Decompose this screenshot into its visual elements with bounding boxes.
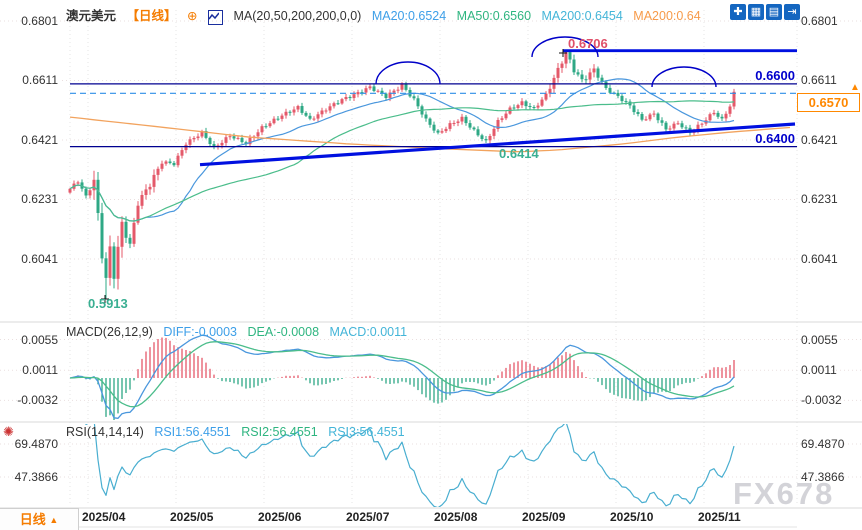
rsi-legend: RSI(14,14,14) RSI1:56.4551 RSI2:56.4551 … — [66, 425, 412, 439]
move-icon[interactable]: ✚ — [730, 4, 746, 20]
svg-text:0.6706: 0.6706 — [568, 36, 608, 51]
tab-daily-timeframe[interactable]: 日线 ▲ — [0, 508, 79, 530]
svg-text:0.6600: 0.6600 — [755, 68, 795, 83]
indicator-panel-icon[interactable]: ▤ — [766, 4, 782, 20]
macd-hist-value: MACD:0.0011 — [329, 325, 408, 339]
tab-daily-label: 日线 — [19, 512, 46, 527]
current-price-tag: 0.6570 — [797, 93, 860, 112]
ma-chart-icon[interactable] — [207, 10, 223, 25]
rsi1-value: RSI1:56.4551 — [154, 425, 231, 439]
macd-diff-value: DIFF:-0.0003 — [163, 325, 237, 339]
rsi-title[interactable]: RSI(14,14,14) — [66, 425, 144, 439]
price-alert-icon: ▲ — [850, 82, 860, 93]
fx678-watermark: FX678 — [733, 476, 835, 511]
ma20-value: MA20:0.6524 — [371, 9, 447, 23]
timeframe-label[interactable]: 【日线】 — [126, 9, 177, 23]
svg-text:0.5913: 0.5913 — [88, 296, 128, 311]
chart-toolbar: ✚ ▦ ▤ ⇥ — [730, 4, 800, 20]
macd-dea-value: DEA:-0.0008 — [247, 325, 320, 339]
tab-arrow-icon: ▲ — [49, 515, 59, 525]
symbol-title: 澳元美元 — [66, 9, 117, 23]
svg-text:0.6400: 0.6400 — [755, 131, 795, 146]
ma200-value: MA200:0.6454 — [541, 9, 623, 23]
exit-fullscreen-icon[interactable]: ⇥ — [784, 4, 800, 20]
ma50-value: MA50:0.6560 — [456, 9, 532, 23]
live-indicator-icon[interactable]: ✺ — [3, 424, 14, 439]
ma-settings-label[interactable]: MA(20,50,200,200,0,0) — [233, 9, 362, 23]
macd-legend: MACD(26,12,9) DIFF:-0.0003 DEA:-0.0008 M… — [66, 325, 414, 339]
ma200b-value: MA200:0.64 — [633, 9, 701, 23]
main-legend: 澳元美元 【日线】 ⊕ MA(20,50,200,200,0,0) MA20:0… — [66, 5, 708, 25]
collapse-icon[interactable]: ⊕ — [187, 9, 198, 23]
rsi3-value: RSI3:56.4551 — [328, 425, 405, 439]
macd-title[interactable]: MACD(26,12,9) — [66, 325, 153, 339]
svg-text:0.6414: 0.6414 — [499, 146, 540, 161]
grid-scale-icon[interactable]: ▦ — [748, 4, 764, 20]
rsi2-value: RSI2:56.4551 — [241, 425, 318, 439]
